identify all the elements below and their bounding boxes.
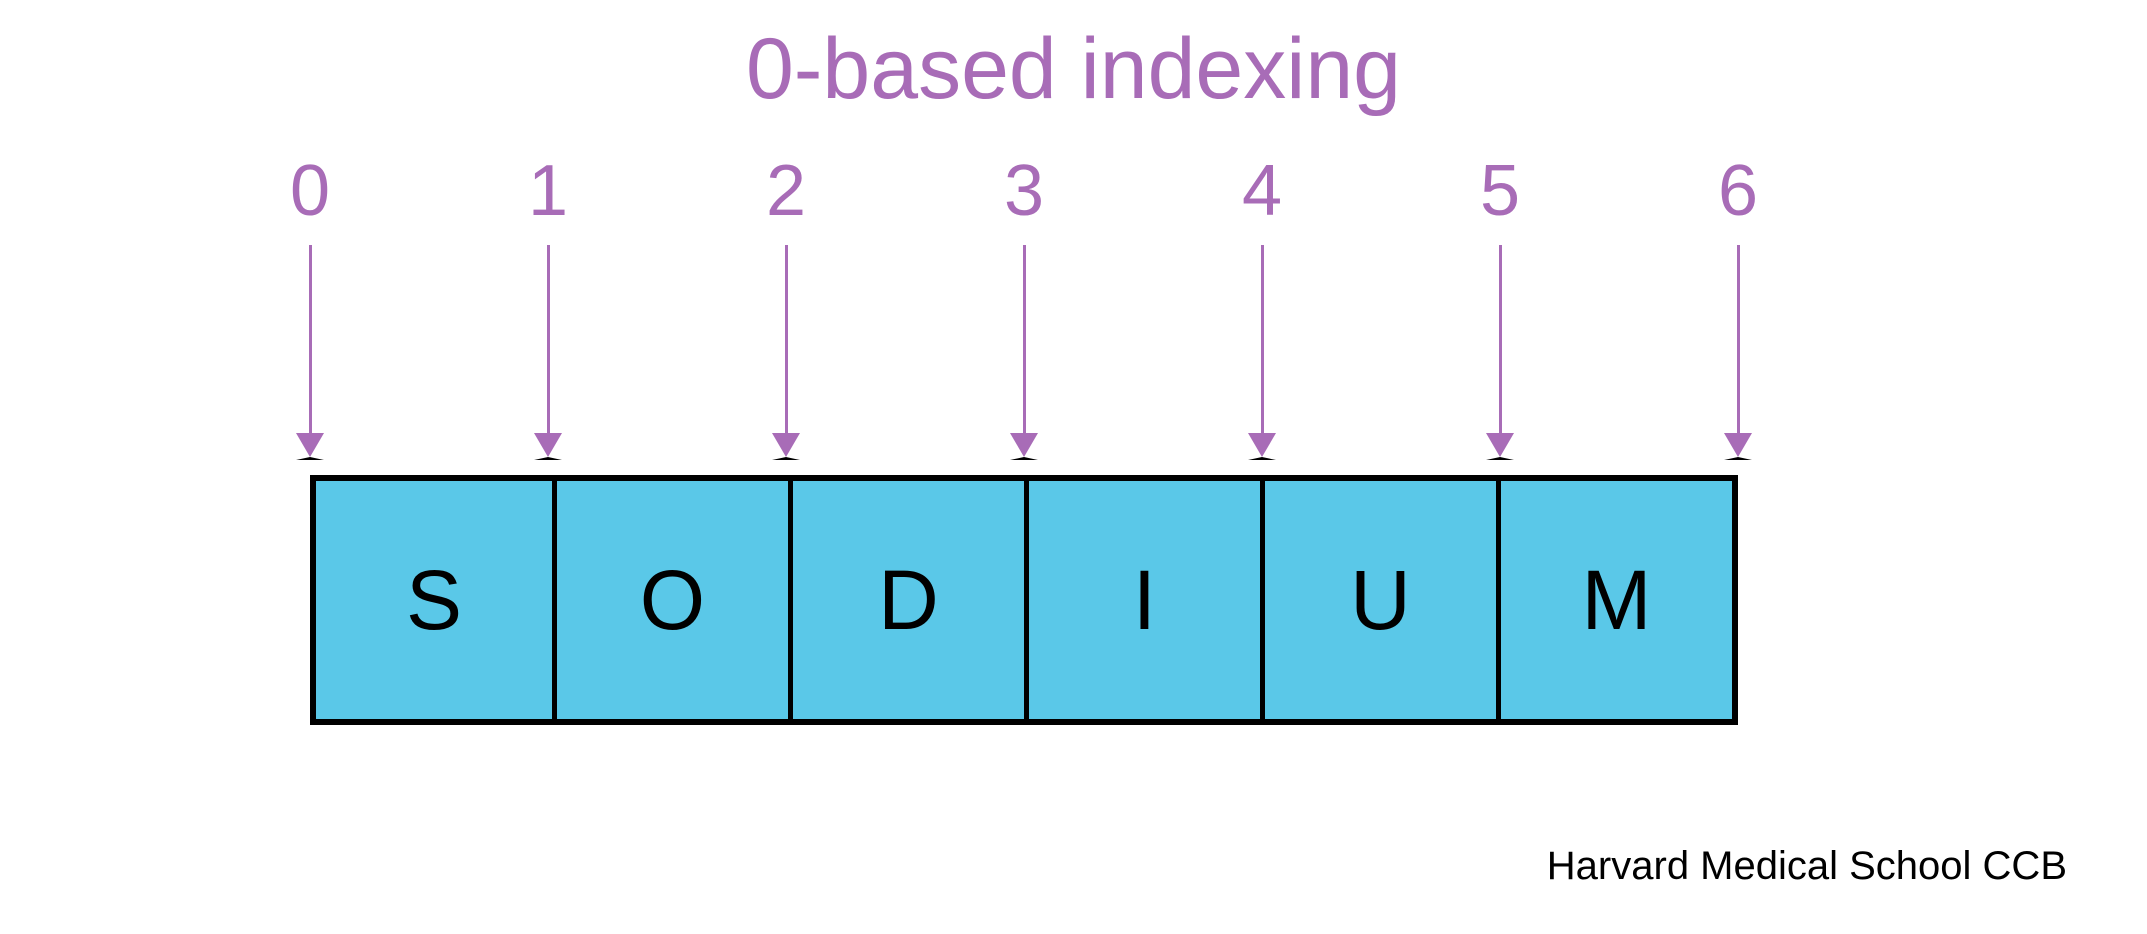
cell-5: M [1496,481,1732,719]
index-arrow-head-2 [772,433,800,460]
index-arrow-head-1 [534,433,562,460]
diagram-canvas: 0-based indexing 0 1 2 3 4 5 6 SODIUM Harvard Med… [0,0,2147,934]
index-label-4: 4 [1222,150,1302,232]
index-arrow-line-3 [1023,245,1026,435]
index-arrow-line-1 [547,245,550,435]
index-arrow-head-0 [296,433,324,460]
index-arrow-line-2 [785,245,788,435]
index-arrow-head-5 [1486,433,1514,460]
cell-3: I [1024,481,1260,719]
index-label-6: 6 [1698,150,1778,232]
index-label-2: 2 [746,150,826,232]
index-arrow-head-6 [1724,433,1752,460]
cell-4: U [1260,481,1496,719]
diagram-title: 0-based indexing [0,20,2147,119]
index-label-3: 3 [984,150,1064,232]
index-arrow-head-4 [1248,433,1276,460]
cell-0: S [316,481,552,719]
cell-2: D [788,481,1024,719]
index-arrow-line-5 [1499,245,1502,435]
cell-1: O [552,481,788,719]
index-label-5: 5 [1460,150,1540,232]
index-arrow-line-6 [1737,245,1740,435]
cells-row: SODIUM [310,475,1738,725]
index-arrow-line-0 [309,245,312,435]
index-label-0: 0 [270,150,350,232]
index-arrow-head-3 [1010,433,1038,460]
index-arrow-line-4 [1261,245,1264,435]
attribution-text: Harvard Medical School CCB [1547,844,2067,889]
index-label-1: 1 [508,150,588,232]
